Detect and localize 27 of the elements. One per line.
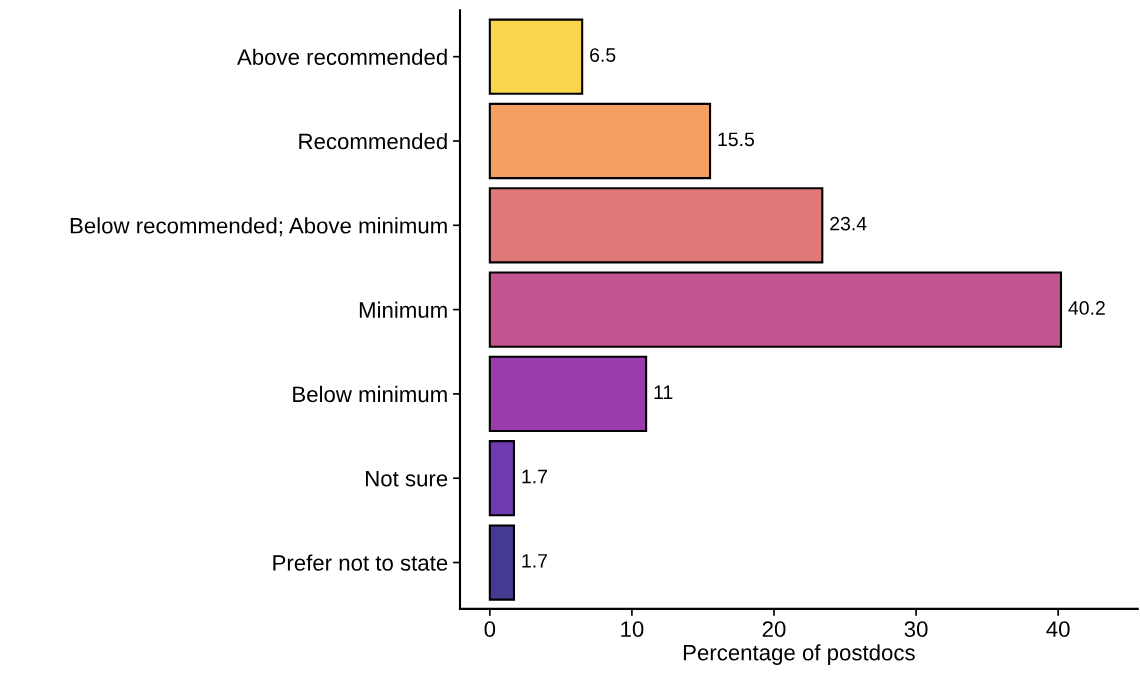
x-axis-title: Percentage of postdocs xyxy=(683,644,915,665)
data-label: 23.4 xyxy=(830,216,867,231)
y-tick-label: Prefer not to state xyxy=(273,554,448,571)
bar xyxy=(488,440,516,517)
data-label: 15.5 xyxy=(718,132,755,147)
data-label: 1.7 xyxy=(522,469,547,484)
data-label: 11 xyxy=(654,385,673,399)
x-tick-label: 40 xyxy=(1046,621,1070,638)
bar xyxy=(488,355,648,433)
bar xyxy=(488,187,824,264)
bar xyxy=(488,18,584,95)
y-tick-label: Minimum xyxy=(359,301,447,318)
y-tick-label: Above recommended xyxy=(237,48,447,65)
x-tick-label: 10 xyxy=(621,621,644,638)
data-label: 1.7 xyxy=(522,554,547,568)
y-tick-label: Below minimum xyxy=(293,385,447,403)
x-tick-label: 20 xyxy=(762,621,786,638)
x-tick-label: 0 xyxy=(484,621,496,638)
bar xyxy=(488,271,1063,348)
y-tick-label: Not sure xyxy=(366,470,448,487)
data-label: 6.5 xyxy=(590,48,616,62)
bar xyxy=(488,524,516,601)
bar xyxy=(488,102,712,180)
data-label: 40.2 xyxy=(1068,301,1105,315)
x-tick-label: 30 xyxy=(904,621,928,638)
y-tick-label: Below recommended; Above minimum xyxy=(70,217,447,237)
y-tick-label: Recommended xyxy=(299,132,447,150)
